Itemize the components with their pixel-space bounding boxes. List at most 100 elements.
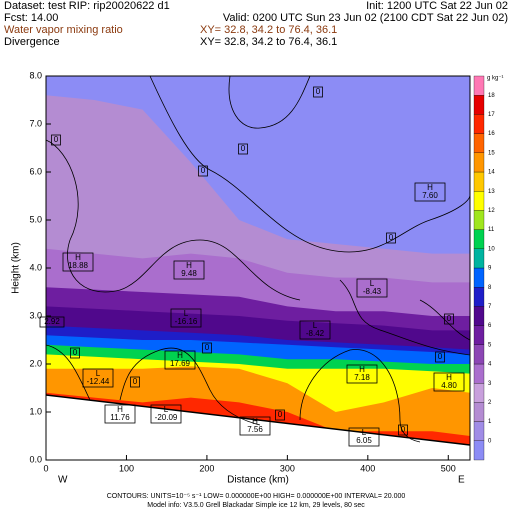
terrain-line [45,394,471,446]
annotation-box [70,347,80,359]
colorbar-box [473,383,485,403]
colorbar-box [473,421,485,441]
colorbar-label: 9 [488,266,492,272]
terrain [46,395,470,460]
y-tick-label: 5.0 [29,214,42,224]
annotation-box [348,427,380,447]
contour-label: 0 [438,352,443,361]
contour-label: 0 [447,314,452,323]
y-tick-label: 6.0 [29,166,42,176]
west-label: W [58,475,68,486]
annotation-symbol: H [75,253,81,262]
y-tick-label: 8.0 [29,70,42,80]
y-tick-label: 7.0 [29,118,42,128]
colorbar-units: g kg⁻¹ [487,76,504,82]
annotation-value: -8.43 [363,287,382,296]
annotation-box [275,409,285,421]
x-tick-label: 0 [43,463,48,473]
annotation-value: 6.05 [356,436,372,445]
y-axis-label: Height (km) [11,242,22,294]
footer-model: Model info: V3.5.0 Grell Blackadar Simpl… [147,502,365,509]
annotation-box [164,350,196,370]
colorbar-label: 5 [488,342,492,348]
annotation-box [170,308,202,328]
annotation-box [104,404,136,424]
contour-line [119,347,261,426]
east-label: E [458,475,465,486]
valid: Valid: 0200 UTC Sun 23 Jun 02 (2100 CDT … [223,12,508,24]
annotation-box [82,368,114,388]
colorbar-box [473,171,485,192]
contour-label: 0 [241,144,246,153]
colorbar-label: 16 [488,131,495,137]
annotation-symbol: L [313,321,318,330]
colorbar-label: 12 [488,208,495,214]
contour-label: 0 [205,343,210,352]
y-tick-label: 3.0 [29,310,42,320]
contour-label: 2.92 [44,317,60,326]
colorbar-label: 7 [488,304,492,310]
contour-label: 0 [389,233,394,242]
y-tick-label: 2.0 [29,358,42,368]
annotation-box [414,182,446,202]
annotation-box [346,364,378,384]
annotation-value: 4.80 [441,381,457,390]
colorbar-label: 14 [488,170,495,176]
colorbar-label: 18 [488,93,495,99]
contour-line [299,349,421,443]
annotation-symbol: H [359,365,365,374]
colorbar-label: 13 [488,189,495,195]
annotation-symbol: L [362,428,367,437]
annotation-symbol: H [446,373,452,382]
colorbar-box [473,229,485,249]
colorbar-label: 17 [488,112,495,118]
annotation-box [444,313,454,325]
annotation-symbol: H [427,183,433,192]
colorbar-box [473,325,485,345]
colorbar-box [473,363,485,384]
colorbar-label: 11 [488,227,495,233]
colorbar-box [473,133,485,153]
annotation-box [239,416,271,436]
contour-label: 0 [133,377,138,386]
annotation-box [238,143,248,155]
contour-label: 0 [401,425,406,434]
x-tick-label: 400 [360,463,375,473]
annotation-value: 9.48 [181,269,197,278]
annotation-value: 7.60 [422,191,438,200]
colorbar-label: 8 [488,285,492,291]
contour-label: 0 [278,410,283,419]
annotation-box [150,404,182,424]
annotation-symbol: H [186,261,192,270]
annotation-value: -16.16 [175,317,198,326]
contour-line [45,139,301,301]
init: Init: 1200 UTC Sat 22 Jun 02 [366,0,508,12]
annotation-box [130,376,140,388]
annotation-symbol: L [164,405,169,414]
annotation-box [313,86,323,98]
y-tick-label: 4.0 [29,262,42,272]
x-axis-label: Distance (km) [227,475,289,486]
contour-label: 0 [54,135,59,144]
annotation-value: 17.69 [170,359,191,368]
contour-line [419,299,471,341]
colorbar-box [473,440,485,461]
annotation-symbol: L [370,279,375,288]
annotation-box [398,424,408,436]
colorbar-box [473,287,485,307]
annotation-box [299,320,331,340]
contour-line [228,75,311,129]
annotation-box [39,316,65,328]
colorbar-box [473,75,485,96]
x-tick-label: 500 [441,463,456,473]
annotation-value: 11.76 [110,413,130,422]
annotation-symbol: H [177,351,183,360]
colorbar-box [473,402,485,422]
colorbar-label: 2 [488,400,492,406]
contour-label: 0 [201,166,206,175]
colorbar-box [473,152,485,173]
colorbar-box [473,191,485,211]
annotation-box [433,372,465,392]
colorbar-label: 3 [488,381,492,387]
